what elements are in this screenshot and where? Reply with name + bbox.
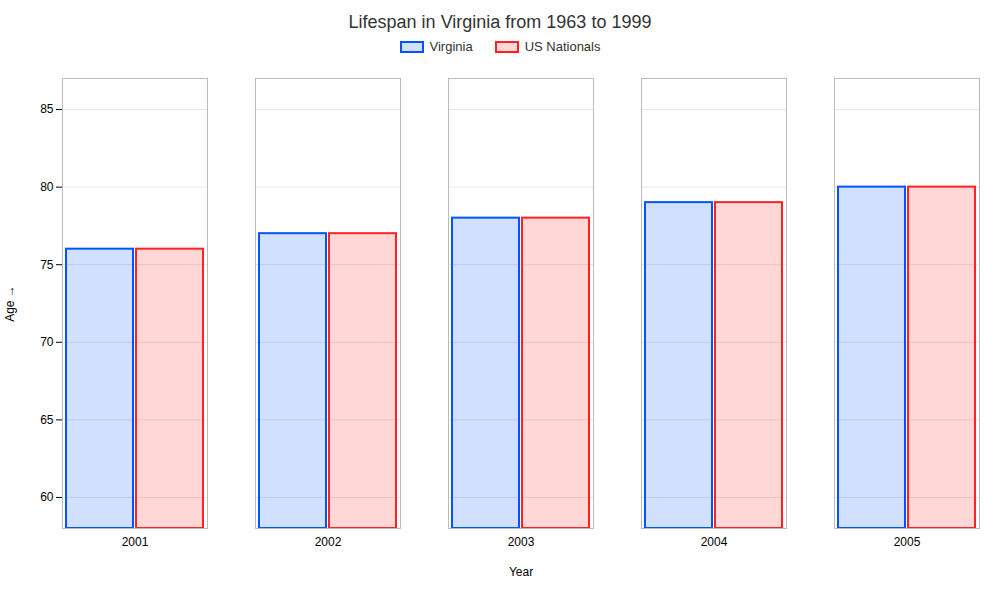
html-text:Lifespan in Virginia from 1963: Lifespan in Virginia from 1963 to 1999 <box>348 12 652 32</box>
svg-text:Year: Year <box>509 565 533 579</box>
svg-text:60: 60 <box>40 490 54 504</box>
svg-text:2005: 2005 <box>894 535 921 549</box>
svg-text:75: 75 <box>40 258 54 272</box>
svg-text:65: 65 <box>40 413 54 427</box>
html-text:Virginia: Virginia <box>429 39 473 54</box>
svg-text:Age →: Age → <box>3 285 17 322</box>
html-text:US Nationals: US Nationals <box>524 39 601 54</box>
svg-text:85: 85 <box>40 102 54 116</box>
svg-text:80: 80 <box>40 180 54 194</box>
svg-text:2003: 2003 <box>508 535 535 549</box>
svg-text:2004: 2004 <box>701 535 728 549</box>
svg-text:2001: 2001 <box>122 535 149 549</box>
svg-text:2002: 2002 <box>315 535 342 549</box>
svg-text:70: 70 <box>40 335 54 349</box>
